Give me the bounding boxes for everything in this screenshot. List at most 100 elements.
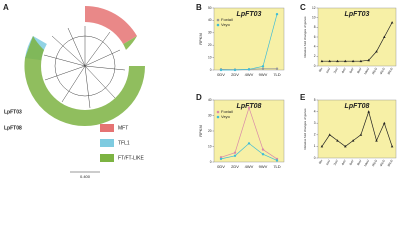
point [261, 67, 265, 70]
x-tick-label: 4wV [340, 67, 346, 74]
legend-label: Foxtail [221, 17, 233, 22]
y-tick-label: 3 [314, 121, 316, 125]
y-tick-label: 0 [210, 160, 212, 164]
y-tick-label: 10 [208, 55, 212, 59]
point [233, 68, 237, 72]
point [261, 65, 265, 68]
x-tick-label: 0hr [318, 67, 324, 73]
series-line [321, 110, 393, 147]
y-tick-label: 2 [314, 54, 316, 58]
legend-label: FT/FT-LIKE [118, 155, 145, 161]
y-axis-label: Relative fold changes of genes [303, 16, 307, 58]
chart-title: LpFT08 [237, 103, 262, 110]
x-tick-label: 9WV [259, 72, 268, 77]
y-tick-label: 10 [312, 16, 316, 20]
x-tick-label: 4wV [340, 159, 346, 166]
legend-label: TFL1 [118, 140, 130, 146]
series-line [321, 22, 393, 62]
legend-label: MFT [118, 125, 128, 131]
x-tick-label: 8wV [356, 159, 362, 166]
x-tick-label: 2wV [333, 67, 339, 74]
panel-letter: A [3, 3, 9, 12]
y-tick-label: 40 [208, 18, 212, 22]
x-tick-label: 2DV [231, 164, 239, 169]
legend-swatch [100, 124, 114, 132]
point [390, 21, 394, 24]
legend-swatch [100, 139, 114, 147]
point [233, 151, 237, 154]
point [275, 67, 279, 70]
x-tick-label: 6wV [348, 159, 354, 166]
y-tick-label: 30 [208, 31, 212, 35]
point [320, 59, 324, 63]
y-tick-label: 0 [210, 68, 212, 72]
panel-letter: E [300, 93, 306, 102]
x-tick-label: 4hLD [379, 158, 386, 167]
point [247, 106, 251, 109]
x-tick-label: 4WV [245, 164, 254, 169]
point [390, 145, 394, 148]
y-tick-label: 30 [208, 113, 212, 117]
legend-label: Veyo [221, 22, 231, 27]
y-tick-label: 4 [314, 45, 316, 49]
point [375, 50, 378, 53]
tree-label: LpFT08 [4, 125, 22, 131]
branches [43, 26, 126, 109]
x-tick-label: 8wV [356, 67, 362, 74]
y-tick-label: 1 [314, 144, 316, 148]
point [351, 59, 355, 63]
legend-label: Foxtail [221, 109, 233, 114]
legend-marker [216, 18, 220, 22]
y-tick-label: 5 [314, 98, 316, 102]
y-tick-label: 6 [314, 35, 316, 39]
point [336, 139, 339, 142]
point [275, 159, 279, 162]
point [336, 59, 339, 63]
tree [24, 5, 145, 127]
x-tick-label: 7LD [273, 164, 280, 169]
y-tick-label: 50 [208, 6, 212, 10]
y-tick-label: 8 [314, 25, 316, 29]
point [320, 145, 324, 148]
point [344, 145, 347, 148]
point [219, 68, 223, 72]
x-tick-label: 0DV [217, 164, 225, 169]
x-tick-label: 4hLD [379, 66, 386, 75]
x-tick-label: 8hLD [387, 66, 394, 75]
point [233, 154, 237, 157]
point [351, 139, 355, 142]
chart-title: LpFT03 [237, 11, 262, 18]
x-tick-label: 2DV [231, 72, 239, 77]
x-tick-label: 4WV [245, 72, 254, 77]
y-tick-label: 0 [314, 156, 316, 160]
point [359, 59, 363, 63]
y-axis-label: RPKM [198, 125, 203, 137]
point [275, 13, 279, 16]
y-tick-label: 4 [314, 109, 316, 113]
chart-title: LpFT08 [345, 103, 370, 110]
x-tick-label: 9WV [259, 164, 268, 169]
plot-area [213, 99, 285, 163]
point [247, 142, 251, 145]
x-tick-label: 8hLD [387, 158, 394, 167]
x-tick-label: 0DV [217, 72, 225, 77]
y-axis-label: RPKM [198, 33, 203, 45]
y-tick-label: 20 [208, 43, 212, 47]
point [219, 157, 223, 161]
panel-letter: D [196, 93, 202, 102]
point [367, 58, 370, 62]
x-tick-label: 10wV [363, 67, 370, 76]
point [383, 35, 386, 38]
x-tick-label: 0hLD [371, 158, 378, 167]
y-tick-label: 2 [314, 133, 316, 137]
y-tick-label: 40 [208, 98, 212, 102]
point [344, 59, 347, 63]
panel-letter: B [196, 3, 202, 12]
point [261, 148, 265, 151]
y-tick-label: 10 [208, 144, 212, 148]
point [328, 133, 331, 136]
plot-area [317, 99, 397, 159]
x-tick-label: 2wV [333, 159, 339, 166]
x-tick-label: 0hr [318, 159, 324, 165]
chart-title: LpFT03 [345, 11, 370, 18]
